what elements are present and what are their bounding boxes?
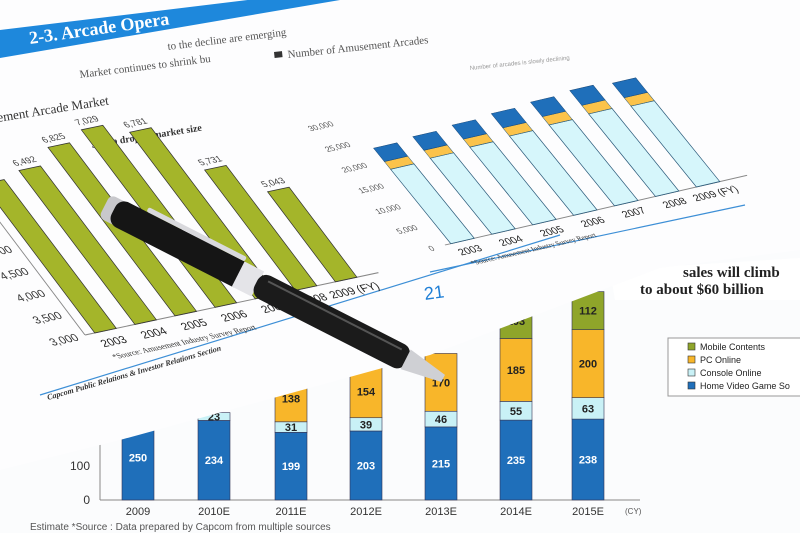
x-tick: 2008 [660, 196, 690, 211]
segment-value: 235 [507, 455, 525, 467]
segment-value: 31 [285, 422, 297, 434]
y-tick: 4,000 [14, 289, 48, 305]
legend-swatch [687, 355, 696, 364]
pen [100, 196, 445, 382]
source-note: Estimate *Source : Data prepared by Capc… [30, 522, 331, 533]
page-number: 21 [423, 281, 446, 304]
segment-value: 63 [582, 403, 594, 415]
segment-value: 154 [357, 387, 376, 399]
y-tick: 0 [83, 493, 90, 507]
y-tick: 0 [426, 244, 437, 253]
section-banner [0, 0, 340, 58]
segment-value: 185 [507, 365, 525, 377]
segment-value: 112 [579, 306, 597, 318]
pen-cap [110, 201, 251, 288]
value-label: 6,492 [10, 155, 39, 169]
x-tick: 2011E [276, 506, 307, 518]
bar-segment [424, 426, 458, 501]
pen-highlight [267, 280, 403, 351]
bar-segment [349, 430, 383, 501]
value-label: 6,825 [39, 132, 68, 146]
x-tick: 2003 [456, 243, 486, 258]
value-label: 7,029 [73, 114, 102, 128]
x-tick: 2009 [126, 506, 150, 518]
bar [266, 186, 358, 283]
segment-value: 203 [357, 460, 375, 472]
x-tick: 2015E [572, 506, 604, 518]
footer-rule [429, 204, 746, 273]
segment-value: 55 [510, 406, 522, 418]
y-tick: 3,500 [31, 311, 65, 327]
value-label: 5,043 [259, 176, 288, 190]
bar-segment [451, 119, 488, 140]
bar-segment [424, 353, 458, 412]
bar-segment [571, 329, 605, 398]
x-tick: 2006 [219, 309, 251, 324]
legend-label: Mobile Contents [700, 342, 766, 352]
segment-value: 199 [282, 461, 300, 473]
x-tick: 2012E [350, 506, 382, 518]
bar-segment [530, 96, 567, 117]
segment-value: 138 [282, 393, 300, 405]
segment-value: 238 [579, 455, 597, 467]
bar-segment [571, 418, 605, 501]
bar-segment [412, 130, 448, 151]
bar-segment [499, 338, 533, 402]
x-tick: 2003 [99, 335, 131, 350]
bar-segment [274, 432, 308, 501]
legend-label: Home Video Game So [700, 381, 790, 391]
right-stacked-chart: 05,00010,00015,00020,00025,00030,0002003… [305, 77, 748, 267]
legend-label: Console Online [700, 368, 762, 378]
x-unit: (CY) [625, 507, 642, 516]
x-tick: 2014E [500, 506, 532, 518]
legend-swatch [687, 342, 696, 351]
x-tick: 2005 [179, 318, 211, 333]
bar-segment [490, 107, 527, 129]
y-tick: 5,000 [394, 223, 420, 236]
bottom-chart-legend: Mobile Contents PC Online Console Online Ho… [667, 337, 800, 397]
pen-clip [147, 207, 247, 261]
y-tick: 3,000 [47, 333, 81, 349]
headline-line2: to about $60 billion [640, 282, 764, 298]
segment-value: 200 [579, 359, 597, 371]
segment-value: 215 [432, 458, 450, 470]
bar-segment [611, 77, 648, 99]
bar-segment [499, 419, 533, 501]
x-tick: 2004 [139, 326, 171, 341]
x-tick: 2005 [537, 224, 567, 239]
bar [0, 179, 117, 334]
x-tick: 2004 [496, 234, 526, 249]
x-tick: 2006 [578, 215, 608, 230]
y-tick: 100 [70, 459, 90, 473]
x-tick: 2007 [619, 205, 649, 220]
y-axis [0, 158, 86, 336]
x-tick: 2013E [425, 506, 457, 518]
value-label: 6,781 [121, 117, 150, 131]
pen-tip [400, 349, 445, 382]
segment-value: 39 [360, 419, 372, 431]
bar-segment [373, 142, 409, 162]
legend-swatch [274, 51, 283, 58]
bar-segment [197, 420, 231, 501]
value-label: 5,731 [196, 154, 225, 168]
bar [203, 164, 318, 291]
legend-swatch [687, 381, 696, 390]
segment-value: 234 [205, 455, 224, 467]
headline-line1: sales will climb [683, 265, 780, 281]
x-tick: 2010E [198, 506, 230, 518]
pen-ring [231, 261, 265, 297]
legend-label: PC Online [700, 355, 741, 365]
segment-value: 46 [435, 414, 447, 426]
bar-segment [569, 84, 606, 106]
segment-value: 250 [129, 453, 147, 465]
legend-swatch [687, 368, 696, 377]
bar [18, 165, 158, 325]
pen-barrel [253, 274, 410, 369]
